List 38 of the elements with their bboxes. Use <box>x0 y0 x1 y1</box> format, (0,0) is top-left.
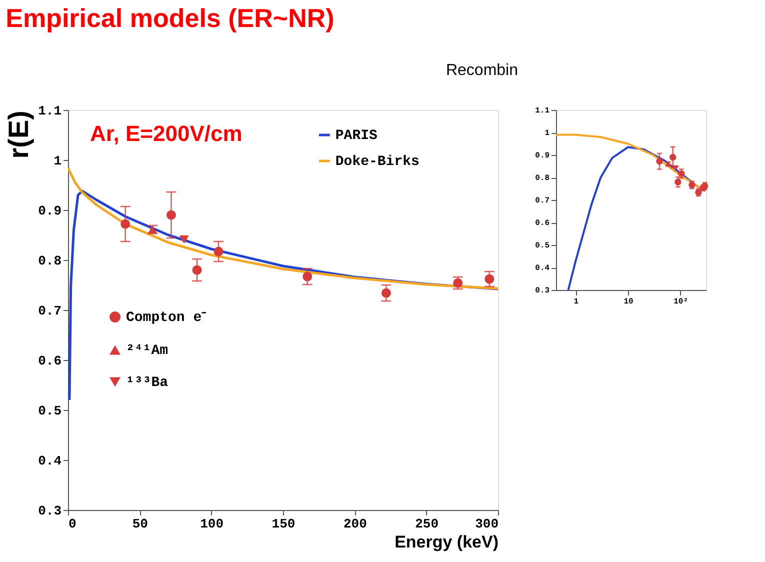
y-tick-label: 0.3 <box>535 286 550 296</box>
x-tick-label: 50 <box>132 516 148 532</box>
y-tick-label: 0.7 <box>38 304 62 318</box>
x-tick-label: 300 <box>475 516 499 532</box>
x-tick-label: 200 <box>343 516 368 532</box>
x-tick-label: 1 <box>574 298 579 306</box>
legend-label: Doke-Birks <box>335 154 420 170</box>
y-tick-label: 1 <box>544 129 550 138</box>
y-tick-label: 0.8 <box>38 254 62 268</box>
y-tick-label: 0.5 <box>535 242 550 250</box>
legend-label: Compton e⁻ <box>126 310 207 326</box>
legend-label: ¹³³Ba <box>126 375 169 391</box>
y-tick-label: 0.5 <box>38 404 62 418</box>
x-tick-label: 150 <box>272 516 296 532</box>
y-tick-label: 1.1 <box>535 106 550 116</box>
text: Recombin <box>446 62 518 79</box>
annotation: Ar, E=200V/cm <box>90 121 242 146</box>
y-tick-label: 0.8 <box>535 174 550 183</box>
y-tick-label: 0.7 <box>535 196 550 206</box>
y-tick-label: 0.4 <box>535 264 550 273</box>
y-tick-label: 1 <box>54 154 62 168</box>
x-tick-label: 10 <box>624 298 634 306</box>
y-tick-label: 0.4 <box>38 454 62 468</box>
y-tick-label: 1.1 <box>38 104 62 118</box>
y-tick-label: 0.6 <box>38 354 62 368</box>
y-tick-label: 0.3 <box>38 504 62 518</box>
y-tick-label: 0.9 <box>535 152 550 160</box>
x-tick-label: 250 <box>415 516 439 532</box>
y-tick-label: 0.9 <box>38 204 62 218</box>
chart-title: Empirical models (ER~NR) <box>6 3 334 33</box>
y-tick-label: 0.6 <box>535 219 550 228</box>
legend-label: PARIS <box>335 128 378 144</box>
x-tick-label: 10² <box>674 298 688 306</box>
x-tick-label: 100 <box>200 516 224 532</box>
x-tick-label: 0 <box>68 516 76 532</box>
legend-label: ²⁴¹Am <box>126 343 168 359</box>
x-axis-title: Energy (keV) <box>394 532 498 552</box>
y-axis-title: r(E) <box>3 110 34 159</box>
